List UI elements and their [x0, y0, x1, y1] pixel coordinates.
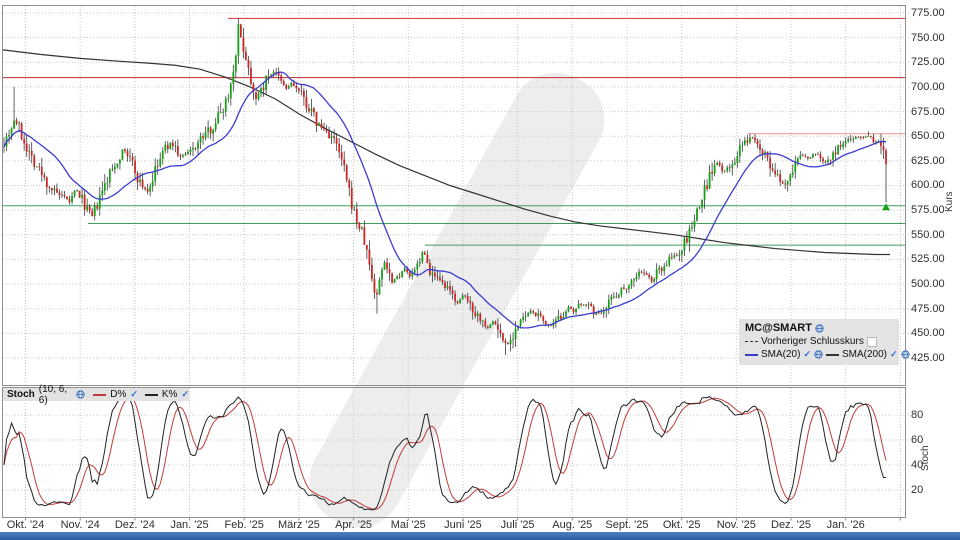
stoch-tick-label: 40 [911, 459, 924, 471]
sma20-label: SMA(20) [761, 349, 801, 360]
price-tick-label: 625.00 [911, 154, 945, 167]
bottom-accent-bar [0, 532, 960, 540]
stoch-k-label: K% [161, 389, 178, 400]
stoch-tick-label: 60 [911, 434, 924, 446]
price-axis-title: Kurs [944, 191, 955, 212]
stoch-legend: Stoch (10, 6, 6) D% ✓ K% ✓ [3, 384, 189, 406]
globe-icon[interactable] [814, 350, 823, 359]
month-tick-label: Sept. '25 [605, 519, 649, 531]
stoch-title: Stoch [7, 389, 35, 400]
month-tick-label: Dez. '24 [114, 519, 155, 531]
instrument-title: MC@SMART [745, 322, 812, 334]
price-tick-label: 550.00 [911, 228, 945, 241]
month-tick-label: Okt. '24 [6, 519, 45, 531]
stoch-k-line-sample [144, 393, 158, 396]
stoch-tick-label: 80 [911, 409, 924, 421]
price-tick-label: 425.00 [911, 351, 945, 364]
month-tick-label: Okt. '25 [662, 519, 701, 531]
price-tick-label: 525.00 [911, 253, 945, 266]
sma200-checkbox[interactable]: ✓ [890, 349, 898, 359]
globe-icon[interactable] [76, 390, 85, 399]
stoch-d-checkbox[interactable]: ✓ [130, 389, 138, 399]
price-tick-label: 675.00 [911, 105, 945, 118]
stoch-params: (10, 6, 6) [38, 383, 68, 406]
month-tick-label: Jan. '26 [826, 519, 865, 531]
price-tick-label: 475.00 [911, 302, 945, 315]
prev-close-label: Vorheriger Schlusskurs [761, 336, 864, 347]
month-tick-label: März '25 [277, 519, 320, 531]
price-tick-label: 650.00 [911, 130, 945, 143]
prev-close-checkbox[interactable] [866, 336, 877, 347]
sma20-checkbox[interactable]: ✓ [803, 349, 811, 359]
price-tick-label: 775.00 [911, 7, 945, 19]
month-tick-label: Dez. '25 [771, 519, 812, 531]
month-tick-label: Juli '25 [500, 519, 535, 531]
price-tick-label: 725.00 [911, 56, 945, 69]
price-tick-label: 500.00 [911, 278, 945, 291]
price-tick-label: 450.00 [911, 327, 945, 340]
month-tick-label: Mai '25 [390, 519, 426, 531]
price-tick-label: 700.00 [911, 80, 945, 93]
stoch-axis-title: Stoch [920, 445, 931, 471]
month-tick-label: Jan. '25 [170, 519, 209, 531]
month-tick-label: Feb. '25 [224, 519, 264, 531]
month-tick-label: Nov. '24 [60, 519, 100, 531]
price-tick-label: 600.00 [911, 179, 945, 192]
stoch-d-line-sample [93, 393, 107, 396]
prev-close-line-sample [745, 341, 758, 342]
stoch-k-checkbox[interactable]: ✓ [181, 389, 189, 399]
price-tick-label: 750.00 [911, 31, 945, 44]
sma200-line-sample [826, 353, 839, 356]
globe-icon[interactable] [815, 324, 824, 333]
price-legend: MC@SMART Vorheriger Schlusskurs SMA(20) … [739, 319, 910, 365]
price-tick-label: 575.00 [911, 204, 945, 217]
month-tick-label: Nov. '25 [716, 519, 756, 531]
globe-icon[interactable] [900, 350, 910, 359]
sma200-label: SMA(200) [842, 349, 888, 360]
stoch-d-label: D% [110, 389, 127, 400]
month-tick-label: Juni '25 [444, 519, 482, 531]
month-tick-label: Aug. '25 [552, 519, 593, 531]
sma20-line-sample [745, 353, 758, 356]
month-tick-label: Apr. '25 [335, 519, 373, 531]
stoch-tick-label: 20 [911, 484, 924, 496]
